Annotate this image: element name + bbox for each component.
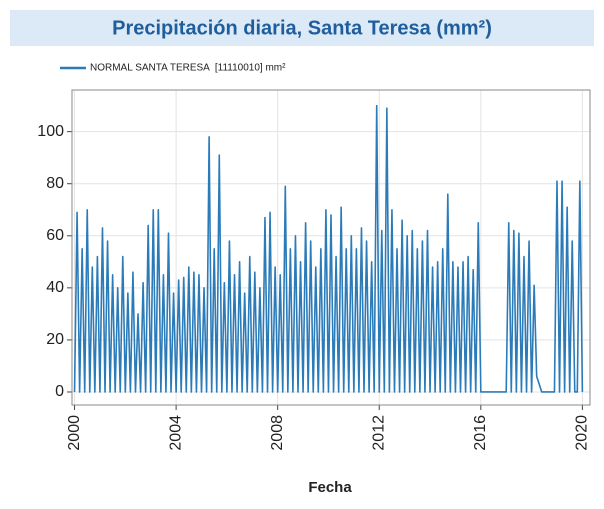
y-tick-label: 20 — [46, 331, 64, 348]
x-tick-label: 2012 — [370, 415, 387, 451]
plot-frame — [71, 89, 591, 406]
legend-label: NORMAL SANTA TERESA [11110010] mm² — [90, 63, 286, 74]
x-tick-label: 2000 — [66, 415, 83, 451]
y-tick-label: 100 — [37, 123, 64, 140]
y-tick-label: 60 — [46, 227, 64, 244]
y-tick-label: 40 — [46, 279, 64, 296]
y-tick-label: 0 — [55, 383, 64, 400]
title-band — [10, 10, 594, 46]
data-line — [73, 104, 584, 393]
x-tick-label: 2008 — [269, 415, 286, 451]
x-tick-label: 2004 — [167, 415, 184, 451]
y-tick-label: 80 — [46, 175, 64, 192]
x-tick-label: 2016 — [472, 415, 489, 451]
chart-title: Precipitación diaria, Santa Teresa (mm²) — [112, 17, 492, 39]
x-tick-label: 2020 — [574, 415, 591, 451]
x-axis-label: Fecha — [308, 479, 352, 496]
